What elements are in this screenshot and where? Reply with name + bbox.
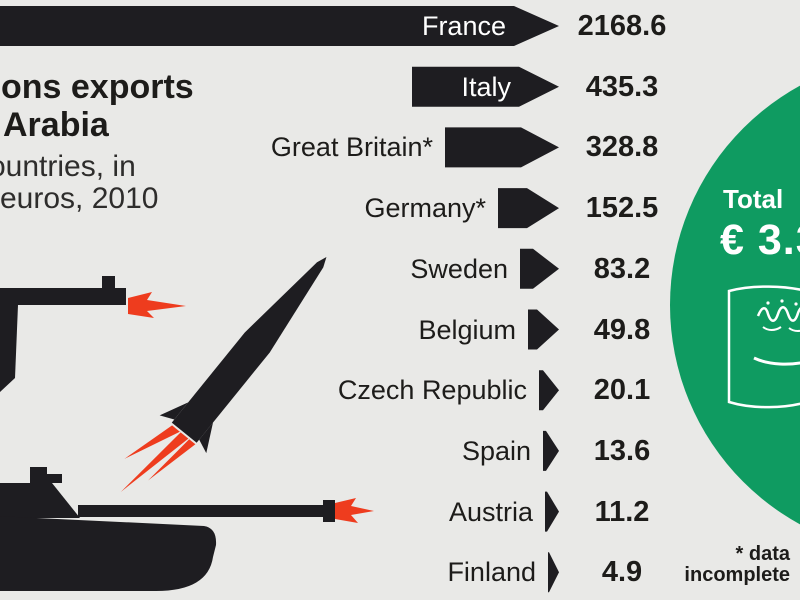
chart-subtitle-line2: euros, 2010 bbox=[0, 182, 159, 215]
bar-austria bbox=[545, 491, 559, 532]
bar-label-great-britain: Great Britain* bbox=[270, 132, 433, 163]
total-label: Total bbox=[723, 184, 784, 214]
bar-label-sweden: Sweden bbox=[410, 253, 508, 284]
bar-value-sweden: 83.2 bbox=[593, 252, 651, 285]
footnote-line2: incomplete bbox=[684, 564, 790, 586]
bar-label-belgium: Belgium bbox=[418, 314, 516, 345]
footnote-line1: * data bbox=[735, 543, 790, 565]
bar-finland bbox=[548, 552, 559, 593]
bar-value-italy: 435.3 bbox=[585, 70, 659, 103]
bar-label-austria: Austria bbox=[448, 496, 533, 527]
bar-label-germany: Germany* bbox=[364, 193, 486, 224]
bar-value-great-britain: 328.8 bbox=[585, 131, 659, 164]
bar-value-france: 2168.6 bbox=[577, 10, 667, 42]
bar-value-germany: 152.5 bbox=[585, 192, 659, 225]
bar-spain bbox=[543, 430, 559, 471]
bar-great-britain bbox=[445, 127, 559, 168]
bar-value-austria: 11.2 bbox=[594, 495, 650, 528]
bar-value-spain: 13.6 bbox=[593, 434, 651, 467]
total-value: € 3.3 bbox=[720, 216, 800, 264]
footnote: * data incomplete bbox=[570, 544, 790, 586]
bar-label-spain: Spain bbox=[461, 435, 531, 466]
chart-title-line1: ons exports bbox=[1, 68, 194, 106]
bar-germany bbox=[498, 188, 559, 229]
bar-label-france: France bbox=[421, 11, 506, 41]
chart-subtitle-line1: ountries, in bbox=[0, 150, 136, 183]
bar-value-finland: 4.9 bbox=[601, 556, 643, 589]
bar-sweden bbox=[520, 248, 559, 289]
total-circle bbox=[670, 55, 800, 555]
bar-belgium bbox=[528, 309, 559, 350]
bar-value-belgium: 49.8 bbox=[593, 313, 651, 346]
bar-label-czech-republic: Czech Republic bbox=[337, 375, 527, 406]
chart-title-line2: Arabia bbox=[3, 106, 109, 144]
bar-label-finland: Finland bbox=[447, 557, 536, 588]
bar-label-italy: Italy bbox=[461, 71, 511, 102]
bar-value-czech-republic: 20.1 bbox=[593, 374, 651, 407]
bar-czech-republic bbox=[539, 370, 559, 411]
